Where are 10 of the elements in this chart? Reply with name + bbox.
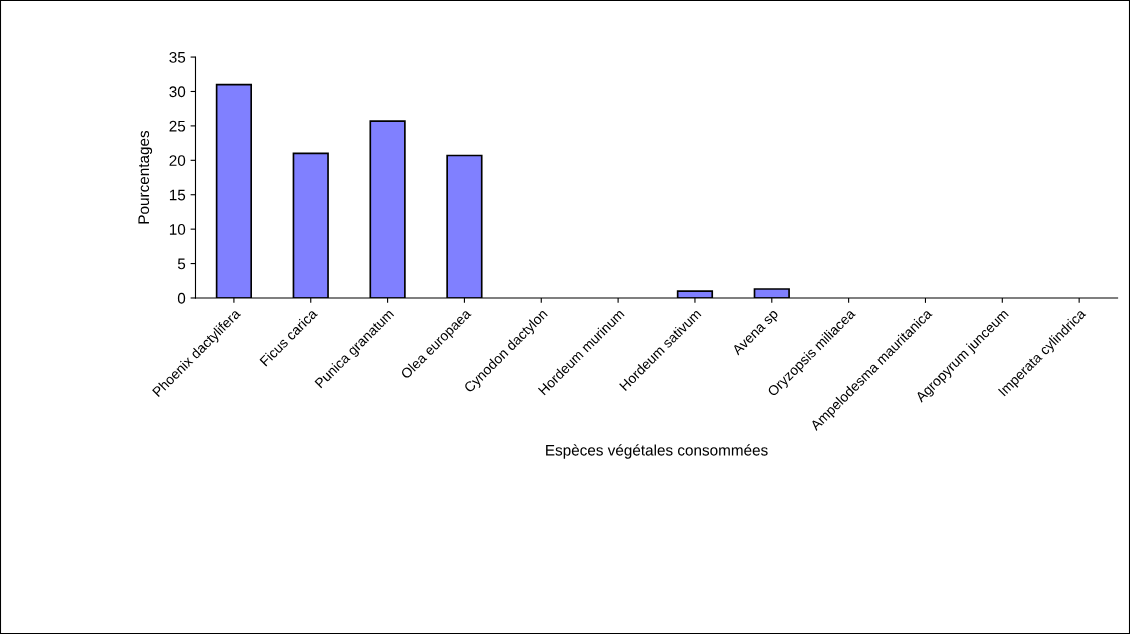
y-tick-label: 5	[177, 258, 186, 270]
y-tick-label: 25	[169, 120, 186, 132]
y-tick-label: 15	[169, 189, 186, 201]
y-tick-label: 10	[169, 224, 186, 235]
y-tick-label: 30	[169, 86, 186, 98]
y-tick-label: 20	[169, 155, 186, 166]
y-tick-label: 0	[177, 292, 186, 304]
y-tick-label: 35	[169, 51, 186, 63]
x-axis-title: Espèces végétales consommées	[546, 444, 768, 459]
y-axis-title: Pourcentages	[138, 130, 153, 224]
